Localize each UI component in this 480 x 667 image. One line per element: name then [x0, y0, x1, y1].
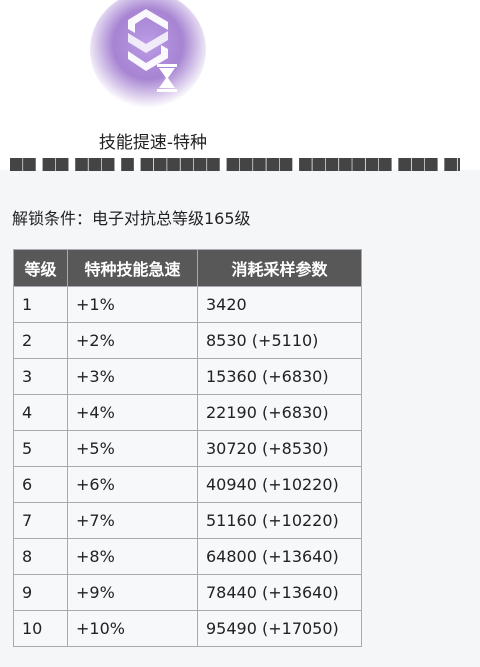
table-row: 5 +5% 30720 (+8530)	[13, 430, 362, 467]
skill-title: 技能提速-特种	[98, 133, 208, 153]
level-cell: 3	[13, 358, 68, 395]
truncated-text-line: ▆▇ ▆▇ ▆▇▆ ▇ ▆▇▆▇▆▇ ▆▇▆▇▆ ▆▇▆▇▆▇▆ ▆▇▆ ▇▆▇…	[10, 158, 460, 171]
level-cell: 6	[13, 466, 68, 503]
haste-cell: +4%	[67, 394, 198, 431]
skill-speed-hourglass-icon	[88, 0, 208, 112]
header-haste: 特种技能急速	[67, 249, 198, 287]
table-row: 4 +4% 22190 (+6830)	[13, 394, 362, 431]
haste-cell: +10%	[67, 610, 198, 647]
table-row: 8 +8% 64800 (+13640)	[13, 538, 362, 575]
cost-cell: 8530 (+5110)	[197, 322, 362, 359]
haste-cell: +1%	[67, 286, 198, 323]
cost-cell: 15360 (+6830)	[197, 358, 362, 395]
table-row: 7 +7% 51160 (+10220)	[13, 502, 362, 539]
header-cost: 消耗采样参数	[197, 249, 362, 287]
level-cell: 4	[13, 394, 68, 431]
table-row: 6 +6% 40940 (+10220)	[13, 466, 362, 503]
unlock-condition: 解锁条件：电子对抗总等级165级	[12, 209, 251, 228]
haste-cell: +9%	[67, 574, 198, 611]
haste-cell: +2%	[67, 322, 198, 359]
cost-cell: 40940 (+10220)	[197, 466, 362, 503]
cost-cell: 78440 (+13640)	[197, 574, 362, 611]
haste-cell: +3%	[67, 358, 198, 395]
level-cell: 8	[13, 538, 68, 575]
level-cell: 10	[13, 610, 68, 647]
level-cell: 5	[13, 430, 68, 467]
table-row: 2 +2% 8530 (+5110)	[13, 322, 362, 359]
level-cell: 7	[13, 502, 68, 539]
cost-cell: 64800 (+13640)	[197, 538, 362, 575]
haste-cell: +5%	[67, 430, 198, 467]
skill-header: 技能提速-特种	[0, 0, 480, 170]
cost-cell: 51160 (+10220)	[197, 502, 362, 539]
header-level: 等级	[13, 249, 68, 287]
table-row: 3 +3% 15360 (+6830)	[13, 358, 362, 395]
level-cell: 9	[13, 574, 68, 611]
haste-cell: +7%	[67, 502, 198, 539]
level-cell: 2	[13, 322, 68, 359]
table-row: 1 +1% 3420	[13, 286, 362, 323]
level-table: 等级 特种技能急速 消耗采样参数 1 +1% 3420 2 +2% 8530 (…	[13, 249, 362, 647]
level-cell: 1	[13, 286, 68, 323]
cost-cell: 22190 (+6830)	[197, 394, 362, 431]
cost-cell: 95490 (+17050)	[197, 610, 362, 647]
table-header-row: 等级 特种技能急速 消耗采样参数	[13, 249, 362, 287]
cost-cell: 30720 (+8530)	[197, 430, 362, 467]
table-row: 9 +9% 78440 (+13640)	[13, 574, 362, 611]
table-row: 10 +10% 95490 (+17050)	[13, 610, 362, 647]
haste-cell: +8%	[67, 538, 198, 575]
haste-cell: +6%	[67, 466, 198, 503]
cost-cell: 3420	[197, 286, 362, 323]
